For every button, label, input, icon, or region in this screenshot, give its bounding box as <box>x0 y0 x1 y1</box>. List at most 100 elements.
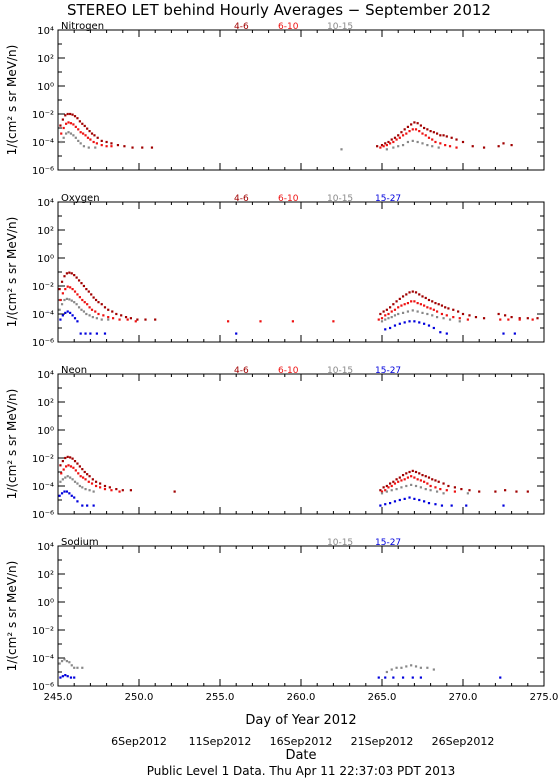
data-point <box>90 132 94 135</box>
data-point <box>74 136 77 139</box>
chart-title: STEREO LET behind Hourly Averages − Sept… <box>67 1 491 19</box>
data-point <box>110 142 113 145</box>
data-point <box>414 484 418 488</box>
data-point <box>103 484 107 488</box>
data-point <box>382 486 385 489</box>
data-point <box>70 664 73 667</box>
data-point <box>406 140 410 144</box>
data-point <box>64 456 67 460</box>
data-point <box>427 502 431 505</box>
data-point <box>84 488 87 491</box>
data-point <box>413 320 416 323</box>
data-point <box>432 131 435 134</box>
data-point <box>497 312 500 316</box>
data-point <box>63 658 66 661</box>
data-point <box>69 122 73 125</box>
data-point <box>421 474 424 477</box>
data-point <box>134 320 137 323</box>
series-15-27 <box>58 490 505 507</box>
data-point <box>482 317 486 320</box>
data-point <box>96 136 99 139</box>
data-point <box>426 482 429 485</box>
data-point <box>115 312 118 316</box>
y-tick-label: 10⁻² <box>32 282 54 293</box>
data-point <box>395 300 398 303</box>
data-point <box>398 322 401 325</box>
data-point <box>108 486 111 489</box>
data-point <box>401 134 405 137</box>
data-point <box>111 310 114 313</box>
data-point <box>494 490 497 493</box>
data-point <box>419 303 422 306</box>
data-point <box>382 145 385 148</box>
data-point <box>380 490 384 493</box>
data-point <box>423 322 426 325</box>
data-point <box>173 490 176 493</box>
data-point <box>429 130 432 133</box>
data-point <box>392 676 395 679</box>
data-point <box>92 504 95 507</box>
data-point <box>387 486 390 489</box>
data-point <box>73 460 77 463</box>
data-point <box>227 320 230 323</box>
data-point <box>69 286 72 289</box>
data-point <box>107 316 110 319</box>
data-point <box>513 332 516 335</box>
data-point <box>416 140 419 144</box>
data-point <box>73 676 76 679</box>
plot-frame <box>57 201 545 343</box>
data-point <box>81 666 84 669</box>
data-point <box>99 486 102 489</box>
data-point <box>390 316 393 319</box>
legend-10-15: 10-15 <box>327 22 353 32</box>
data-point <box>68 298 71 301</box>
y-tick-label: 10⁻² <box>32 110 54 121</box>
data-point <box>434 140 437 144</box>
data-point <box>403 478 406 481</box>
data-point <box>67 131 70 134</box>
data-point <box>73 496 76 499</box>
data-point <box>411 139 414 142</box>
data-point <box>397 480 400 483</box>
data-point <box>379 312 382 316</box>
data-point <box>419 479 422 482</box>
data-point <box>385 148 388 151</box>
data-point <box>62 468 65 471</box>
data-point <box>72 466 75 469</box>
data-point <box>393 500 397 503</box>
data-point <box>79 142 82 145</box>
data-point <box>74 125 77 128</box>
data-point <box>66 310 69 313</box>
data-point <box>120 314 123 317</box>
data-point <box>105 140 108 144</box>
data-point <box>406 310 410 313</box>
data-point <box>68 492 71 495</box>
data-point <box>94 480 98 483</box>
data-point <box>439 488 442 491</box>
data-point <box>59 464 62 467</box>
data-point <box>58 308 61 311</box>
data-point <box>419 666 422 669</box>
data-point <box>69 676 73 679</box>
data-point <box>460 488 463 491</box>
data-point <box>432 326 435 330</box>
data-point <box>97 301 100 304</box>
data-point <box>403 128 406 131</box>
series-15-27 <box>59 674 502 679</box>
data-point <box>94 484 98 488</box>
data-point <box>82 310 86 313</box>
data-point <box>95 332 98 335</box>
data-point <box>73 290 77 293</box>
data-point <box>75 303 78 306</box>
plot-frame <box>57 29 545 171</box>
data-point <box>403 321 406 324</box>
data-point <box>87 290 90 293</box>
series-6-10 <box>60 121 458 149</box>
series-10-15 <box>60 131 440 151</box>
data-point <box>387 140 390 144</box>
data-point <box>69 456 72 459</box>
data-point <box>405 132 408 135</box>
y-tick-label: 10⁻⁶ <box>32 166 54 177</box>
data-point <box>410 483 413 486</box>
data-point <box>64 288 67 291</box>
